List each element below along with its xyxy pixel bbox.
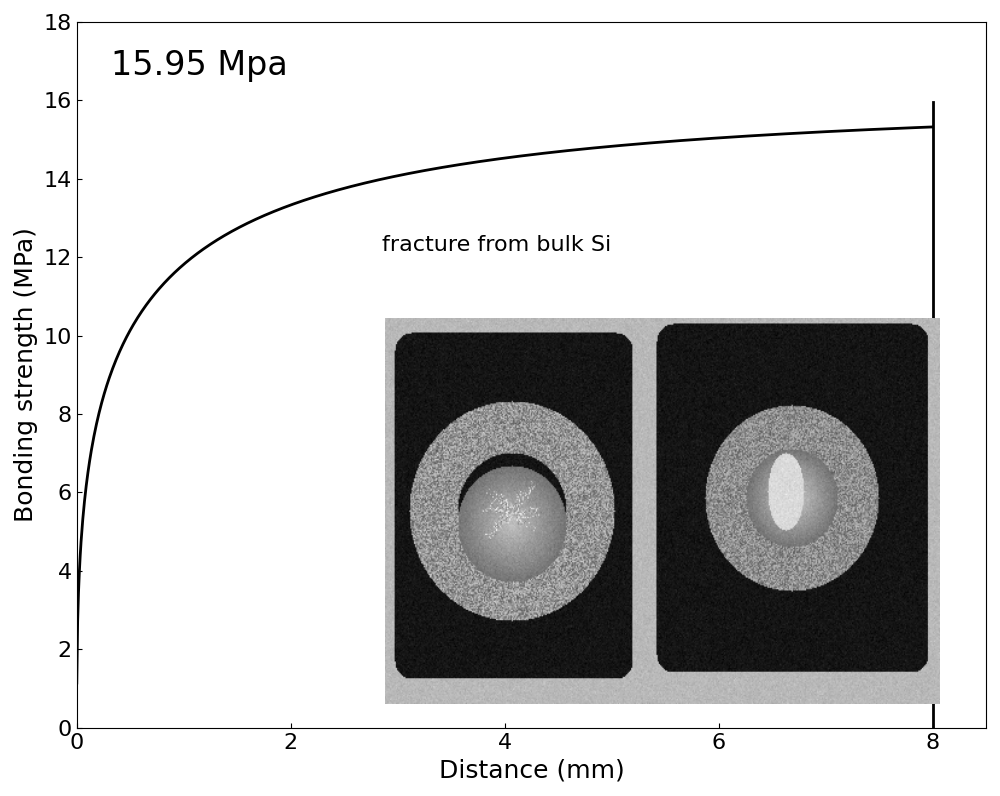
X-axis label: Distance (mm): Distance (mm) <box>439 758 624 782</box>
Text: 15.95 Mpa: 15.95 Mpa <box>111 49 288 82</box>
Y-axis label: Bonding strength (MPa): Bonding strength (MPa) <box>14 228 38 522</box>
Text: fracture from bulk Si: fracture from bulk Si <box>382 236 611 256</box>
